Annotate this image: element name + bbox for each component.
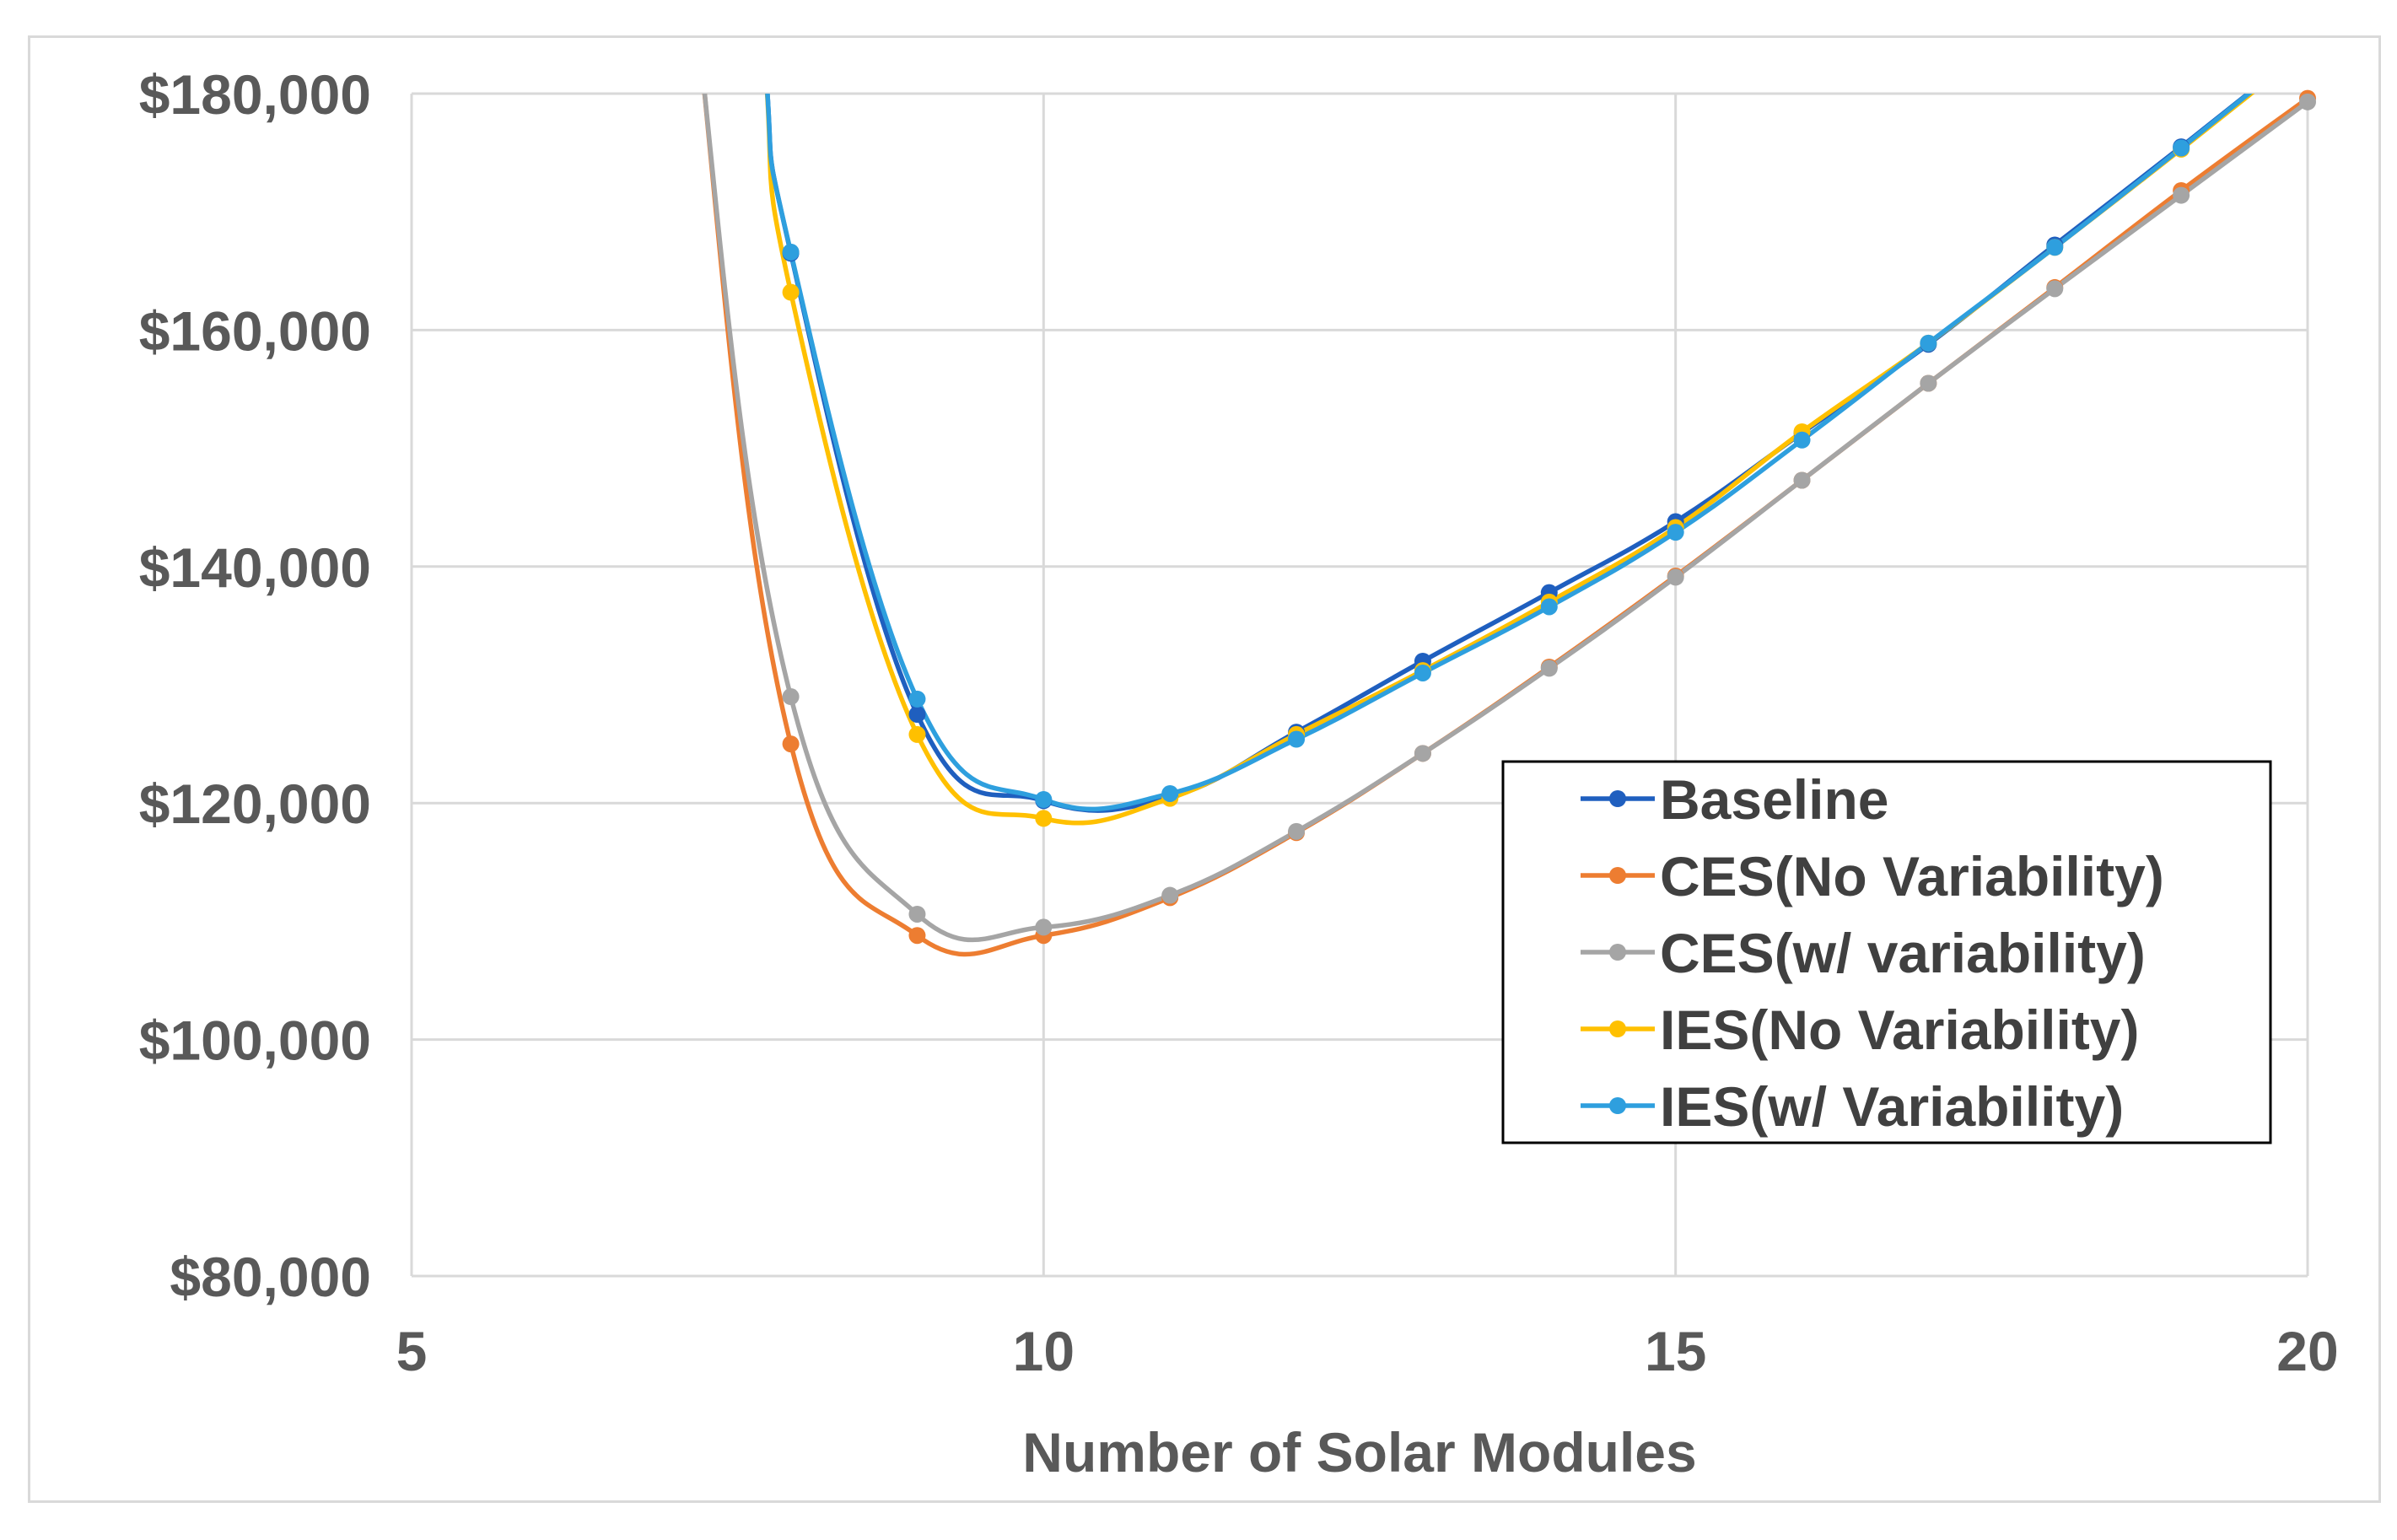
data-point — [1035, 810, 1053, 827]
line-chart: Number of Solar Modules $80,000 $100,000 $… — [139, 63, 2339, 1483]
legend-swatch-marker — [1609, 944, 1626, 961]
legend-label: Baseline — [1660, 768, 1888, 831]
data-point — [908, 927, 926, 945]
y-tick-label: $80,000 — [170, 1246, 371, 1308]
legend-label: IES(w/ Variability) — [1660, 1075, 2124, 1138]
data-point — [908, 905, 926, 923]
data-point — [908, 725, 926, 743]
data-point — [1035, 918, 1053, 936]
data-point — [1414, 664, 1431, 681]
y-tick-label: $100,000 — [139, 1010, 371, 1072]
data-point — [1540, 598, 1558, 616]
axes — [410, 94, 2308, 1278]
data-point — [782, 283, 800, 301]
legend-label: CES(No Variability) — [1660, 845, 2164, 907]
x-tick-label: 5 — [396, 1320, 428, 1382]
data-point — [2299, 93, 2316, 110]
legend-swatch-marker — [1609, 867, 1626, 884]
x-tick-label: 10 — [1013, 1320, 1075, 1382]
y-tick-label: $160,000 — [139, 299, 371, 362]
data-point — [1667, 524, 1684, 541]
y-tick-label: $180,000 — [139, 63, 371, 126]
data-point — [908, 706, 926, 724]
y-tick-label: $140,000 — [139, 536, 371, 599]
data-point — [1793, 431, 1811, 449]
legend-swatch-marker — [1609, 1097, 1626, 1114]
data-point — [1414, 745, 1431, 762]
legend-swatch-marker — [1609, 790, 1626, 807]
data-point — [2046, 239, 2064, 256]
legend: Baseline CES(No Variability) CES(w/ variab… — [1501, 760, 2272, 1144]
data-point — [1161, 784, 1179, 802]
data-point — [1288, 730, 1306, 748]
data-point — [2173, 139, 2190, 157]
data-point — [1920, 374, 1937, 392]
data-point — [1288, 822, 1306, 840]
data-point — [2046, 280, 2064, 298]
x-axis-title: Number of Solar Modules — [1022, 1421, 1696, 1483]
series-line — [764, 94, 2255, 826]
x-tick-label: 15 — [1645, 1320, 1706, 1382]
data-point — [2173, 186, 2190, 204]
data-point — [782, 735, 800, 753]
data-point — [1035, 790, 1053, 808]
data-point — [782, 688, 800, 706]
chart-frame: Number of Solar Modules $80,000 $100,000 $… — [28, 35, 2381, 1503]
data-point — [1540, 660, 1558, 677]
axis-labels: Number of Solar Modules $80,000 $100,000 $… — [139, 63, 2339, 1483]
x-tick-label: 20 — [2276, 1320, 2338, 1382]
data-point — [1920, 334, 1937, 352]
data-point — [1161, 886, 1179, 904]
data-point — [1667, 568, 1684, 586]
y-tick-label: $120,000 — [139, 773, 371, 835]
data-point — [782, 243, 800, 261]
series-markers — [782, 89, 2316, 945]
data-point — [908, 690, 926, 708]
data-point — [1793, 471, 1811, 489]
legend-swatch-marker — [1609, 1020, 1626, 1037]
legend-label: IES(No Variability) — [1660, 999, 2139, 1061]
legend-label: CES(w/ variability) — [1660, 922, 2146, 984]
